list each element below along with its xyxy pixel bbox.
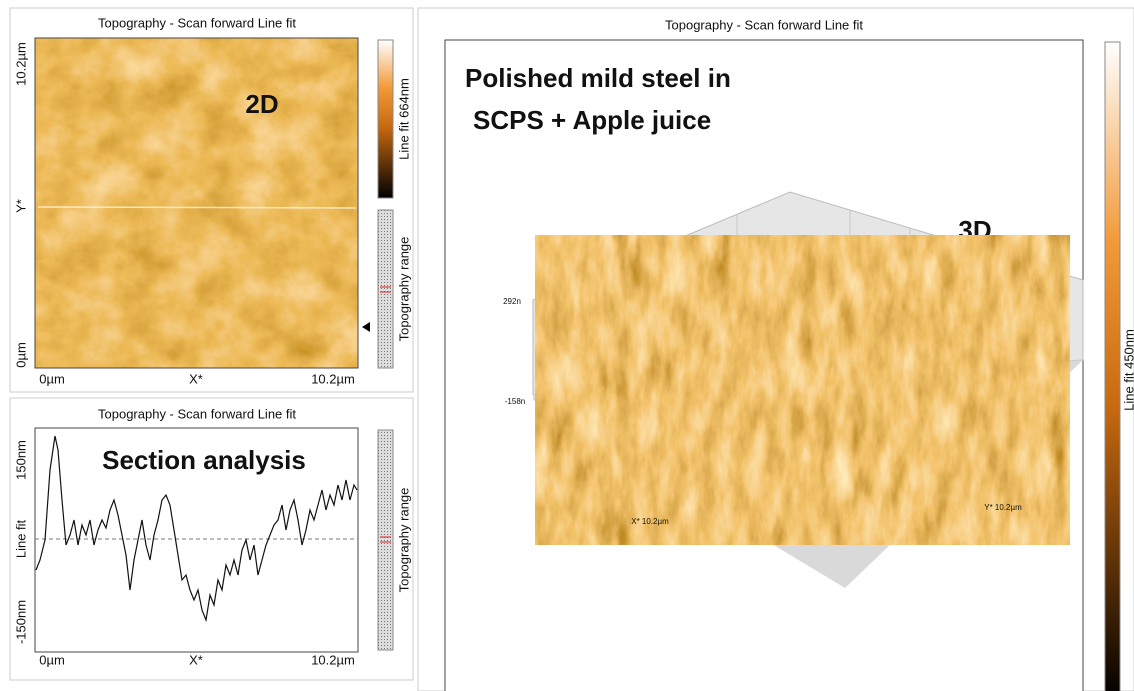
panel-title: Topography - Scan forward Line fit — [665, 17, 863, 32]
panel-title: Topography - Scan forward Line fit — [98, 406, 296, 421]
y-label: 150nm — [13, 440, 28, 480]
x-axis-label: X* — [189, 371, 203, 386]
colorbar — [377, 39, 394, 199]
overlay-label: Section analysis — [102, 445, 306, 475]
colorbar-label: Line fit 664nm — [396, 78, 411, 160]
y-label: 0µm — [13, 342, 28, 368]
z-label: 292n — [503, 297, 521, 306]
image-frame — [34, 37, 359, 369]
topography-image — [35, 38, 358, 368]
range-slider[interactable] — [377, 429, 394, 651]
x-label: 10.2µm — [311, 371, 355, 386]
range-slider[interactable] — [377, 209, 394, 369]
heading: SCPS + Apple juice — [473, 105, 711, 135]
profile-line — [35, 435, 358, 623]
colorbar — [1104, 41, 1121, 691]
plot-frame — [34, 427, 359, 653]
x-label: 0µm — [39, 371, 65, 386]
y-label: 10.2µm — [13, 42, 28, 86]
overlay-label: 3D — [958, 215, 991, 245]
range-label: Topography range — [396, 237, 411, 342]
x-axis-label: X* — [189, 652, 203, 667]
range-label: Topography range — [396, 488, 411, 593]
y-axis-label: Line fit — [13, 519, 28, 558]
panel-title: Topography - Scan forward Line fit — [98, 15, 296, 30]
x-label: 0µm — [39, 652, 65, 667]
colorbar-label: Line fit 450nm — [1121, 329, 1134, 411]
x-axis-label: X* 10.2µm — [631, 517, 669, 526]
surface-3d — [535, 235, 1070, 545]
y-axis-label: Y* — [13, 199, 28, 213]
y-label: -150nm — [13, 600, 28, 644]
scan-line — [37, 206, 357, 209]
heading: Polished mild steel in — [465, 63, 731, 93]
overlay-label: 2D — [245, 89, 278, 119]
y-axis-label: Y* 10.2µm — [984, 503, 1022, 512]
x-label: 10.2µm — [311, 652, 355, 667]
marker[interactable] — [362, 322, 370, 332]
z-label: -158n — [505, 397, 525, 406]
